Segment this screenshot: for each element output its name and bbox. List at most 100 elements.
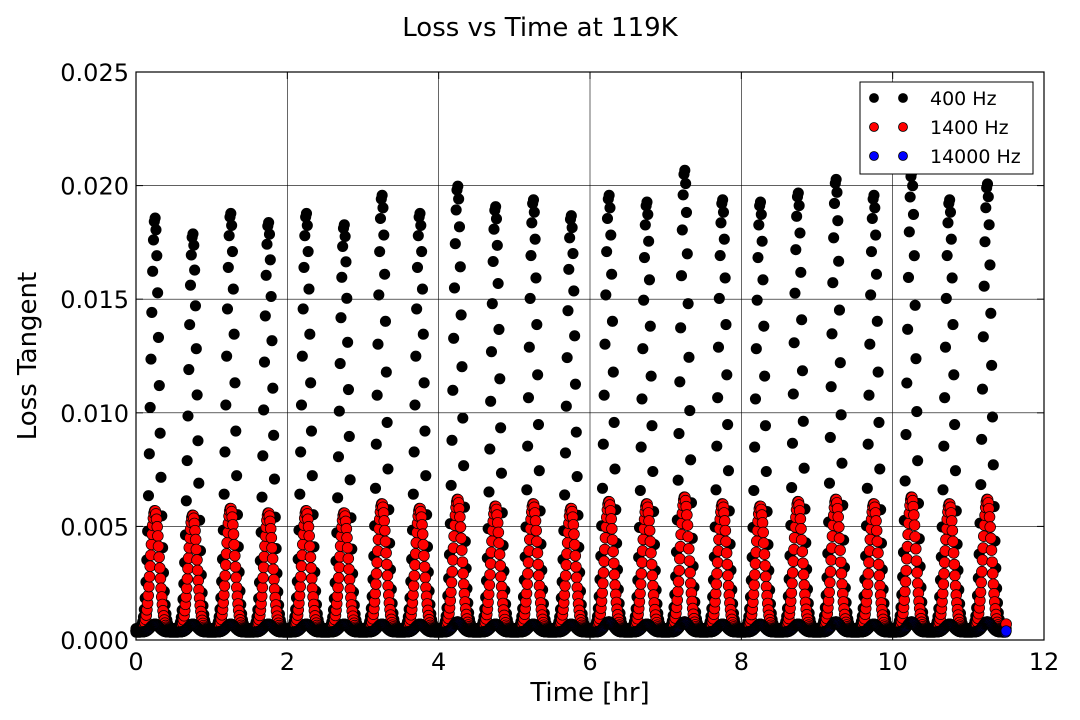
- point-400hz: [794, 227, 806, 239]
- point-1400hz: [342, 552, 355, 565]
- point-400hz: [721, 369, 733, 381]
- point-1400hz: [711, 556, 724, 569]
- point-1400hz: [229, 549, 241, 562]
- point-1400hz: [608, 568, 621, 581]
- x-tick-label: 12: [1029, 648, 1060, 676]
- y-tick-label: 0.015: [60, 286, 129, 314]
- point-400hz: [900, 428, 912, 441]
- point-400hz: [944, 206, 957, 218]
- point-400hz: [226, 246, 239, 258]
- point-400hz: [411, 303, 423, 315]
- point-400hz: [342, 336, 354, 348]
- point-1400hz: [645, 547, 657, 559]
- point-400hz: [834, 357, 846, 369]
- point-400hz: [305, 425, 318, 437]
- point-400hz: [454, 261, 466, 273]
- point-400hz: [872, 366, 884, 378]
- point-1400hz: [559, 569, 572, 582]
- point-400hz: [219, 446, 231, 458]
- point-400hz: [826, 328, 838, 340]
- point-400hz: [416, 283, 429, 295]
- point-1400hz: [756, 517, 769, 529]
- point-400hz: [530, 272, 542, 284]
- point-1400hz: [873, 569, 886, 582]
- point-1400hz: [494, 559, 507, 572]
- point-1400hz: [606, 534, 619, 546]
- point-1400hz: [407, 580, 420, 592]
- y-tick-label: 0.005: [60, 513, 129, 541]
- point-1400hz: [787, 555, 800, 568]
- point-400hz: [672, 474, 684, 486]
- point-1400hz: [908, 519, 921, 531]
- point-400hz: [301, 219, 313, 231]
- point-1400hz: [597, 566, 610, 579]
- point-1400hz: [454, 521, 467, 533]
- y-tick-label: 0.000: [60, 627, 129, 655]
- point-400hz: [453, 221, 466, 233]
- legend-marker-14000hz: [869, 151, 879, 161]
- point-400hz: [528, 206, 540, 218]
- point-1400hz: [332, 581, 344, 594]
- point-400hz: [825, 381, 837, 393]
- point-1400hz: [785, 587, 798, 599]
- point-1400hz: [645, 558, 658, 571]
- point-400hz: [336, 271, 348, 283]
- point-1400hz: [530, 524, 542, 537]
- point-400hz: [987, 459, 999, 471]
- point-400hz: [832, 215, 844, 227]
- point-1400hz: [684, 566, 696, 579]
- point-400hz: [332, 492, 344, 504]
- point-400hz: [759, 370, 771, 382]
- point-400hz: [452, 180, 464, 192]
- point-400hz: [824, 431, 836, 443]
- point-1400hz: [370, 567, 383, 580]
- point-1400hz: [295, 560, 308, 572]
- point-1400hz: [381, 569, 394, 582]
- point-400hz: [677, 189, 689, 201]
- point-400hz: [603, 189, 615, 201]
- point-400hz: [521, 484, 533, 496]
- point-1400hz: [371, 556, 383, 569]
- point-1400hz: [683, 555, 696, 567]
- point-1400hz: [976, 554, 989, 566]
- point-1400hz: [797, 557, 809, 570]
- point-400hz: [420, 470, 432, 482]
- point-1400hz: [834, 544, 846, 556]
- point-1400hz: [749, 568, 761, 581]
- point-400hz: [939, 392, 951, 404]
- point-400hz: [797, 415, 809, 427]
- point-400hz: [376, 189, 388, 201]
- point-400hz: [636, 393, 648, 405]
- point-1400hz: [381, 558, 393, 571]
- point-400hz: [374, 246, 386, 258]
- point-400hz: [149, 212, 161, 224]
- point-400hz: [522, 440, 534, 452]
- point-400hz: [297, 303, 309, 315]
- point-400hz: [218, 488, 230, 500]
- point-400hz: [710, 484, 722, 496]
- point-1400hz: [946, 524, 959, 537]
- point-400hz: [338, 219, 350, 231]
- point-1400hz: [154, 562, 166, 574]
- point-400hz: [184, 319, 196, 331]
- point-400hz: [673, 428, 685, 440]
- point-1400hz: [644, 535, 657, 548]
- point-1400hz: [759, 559, 771, 572]
- point-1400hz: [456, 544, 468, 556]
- point-400hz: [258, 404, 270, 416]
- point-1400hz: [493, 537, 505, 549]
- point-400hz: [607, 366, 619, 378]
- point-400hz: [484, 443, 496, 455]
- point-400hz: [449, 238, 461, 250]
- point-400hz: [599, 338, 611, 350]
- point-400hz: [870, 268, 883, 280]
- point-400hz: [370, 438, 382, 450]
- point-1400hz: [758, 548, 771, 561]
- point-14000hz: [1000, 625, 1012, 637]
- point-1400hz: [522, 556, 535, 569]
- point-400hz: [722, 419, 734, 431]
- point-1400hz: [182, 562, 194, 575]
- point-400hz: [334, 358, 346, 370]
- point-400hz: [152, 287, 164, 299]
